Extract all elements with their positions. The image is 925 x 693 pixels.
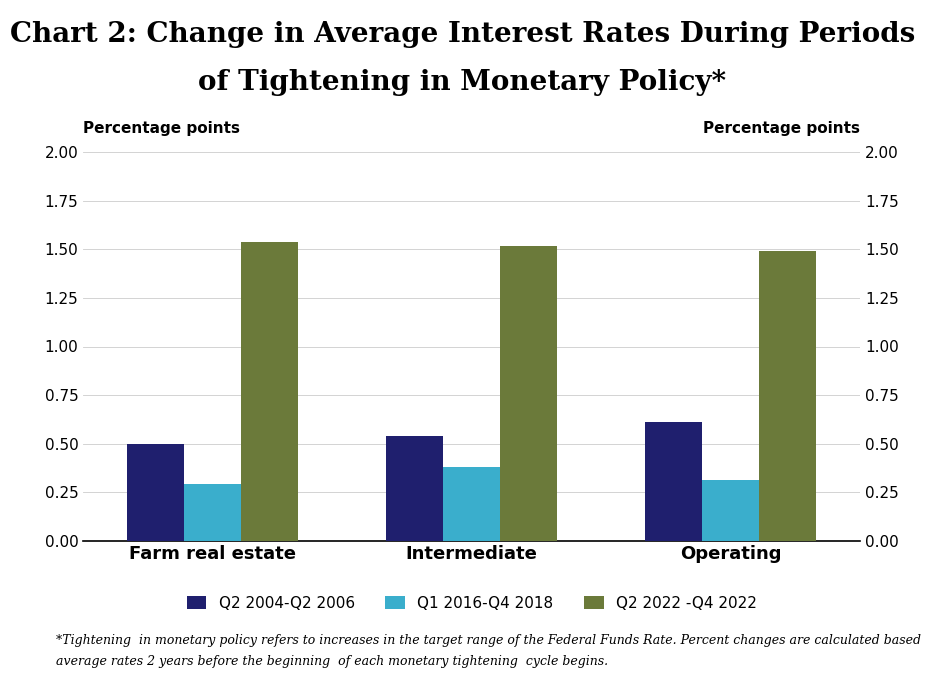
Text: Percentage points: Percentage points xyxy=(703,121,860,136)
Legend: Q2 2004-Q2 2006, Q1 2016-Q4 2018, Q2 2022 -Q4 2022: Q2 2004-Q2 2006, Q1 2016-Q4 2018, Q2 202… xyxy=(179,588,765,618)
Text: Chart 2: Change in Average Interest Rates During Periods: Chart 2: Change in Average Interest Rate… xyxy=(10,21,915,48)
Bar xyxy=(128,444,184,541)
Text: of Tightening in Monetary Policy*: of Tightening in Monetary Policy* xyxy=(199,69,726,96)
Bar xyxy=(443,467,500,541)
Text: average rates 2 years before the beginning  of each monetary tightening  cycle b: average rates 2 years before the beginni… xyxy=(56,655,608,668)
Text: *Tightening  in monetary policy refers to increases in the target range of the F: *Tightening in monetary policy refers to… xyxy=(56,634,925,647)
Bar xyxy=(759,252,816,541)
Bar xyxy=(646,422,702,541)
Bar xyxy=(387,436,443,541)
Bar xyxy=(702,480,759,541)
Bar xyxy=(500,245,557,541)
Bar xyxy=(241,242,298,541)
Bar xyxy=(184,484,241,541)
Text: Percentage points: Percentage points xyxy=(83,121,240,136)
